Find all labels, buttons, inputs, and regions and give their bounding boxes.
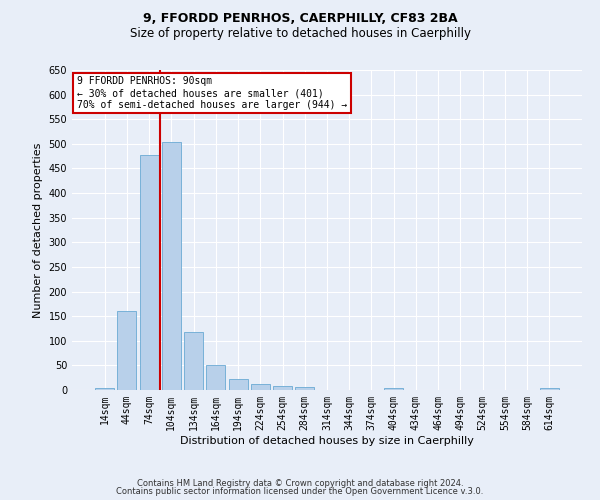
Bar — [540, 388, 559, 390]
Text: Contains public sector information licensed under the Open Government Licence v.: Contains public sector information licen… — [116, 487, 484, 496]
Bar — [295, 387, 314, 390]
Bar — [184, 332, 203, 390]
Bar — [229, 378, 248, 390]
Text: 9, FFORDD PENRHOS, CAERPHILLY, CF83 2BA: 9, FFORDD PENRHOS, CAERPHILLY, CF83 2BA — [143, 12, 457, 26]
Bar — [118, 311, 136, 390]
Bar — [273, 386, 292, 390]
Y-axis label: Number of detached properties: Number of detached properties — [33, 142, 43, 318]
Text: 9 FFORDD PENRHOS: 90sqm
← 30% of detached houses are smaller (401)
70% of semi-d: 9 FFORDD PENRHOS: 90sqm ← 30% of detache… — [77, 76, 347, 110]
Bar — [251, 384, 270, 390]
Text: Size of property relative to detached houses in Caerphilly: Size of property relative to detached ho… — [130, 28, 470, 40]
Bar — [206, 366, 225, 390]
X-axis label: Distribution of detached houses by size in Caerphilly: Distribution of detached houses by size … — [180, 436, 474, 446]
Bar — [140, 154, 158, 390]
Text: Contains HM Land Registry data © Crown copyright and database right 2024.: Contains HM Land Registry data © Crown c… — [137, 478, 463, 488]
Bar — [162, 142, 181, 390]
Bar — [384, 388, 403, 390]
Bar — [95, 388, 114, 390]
